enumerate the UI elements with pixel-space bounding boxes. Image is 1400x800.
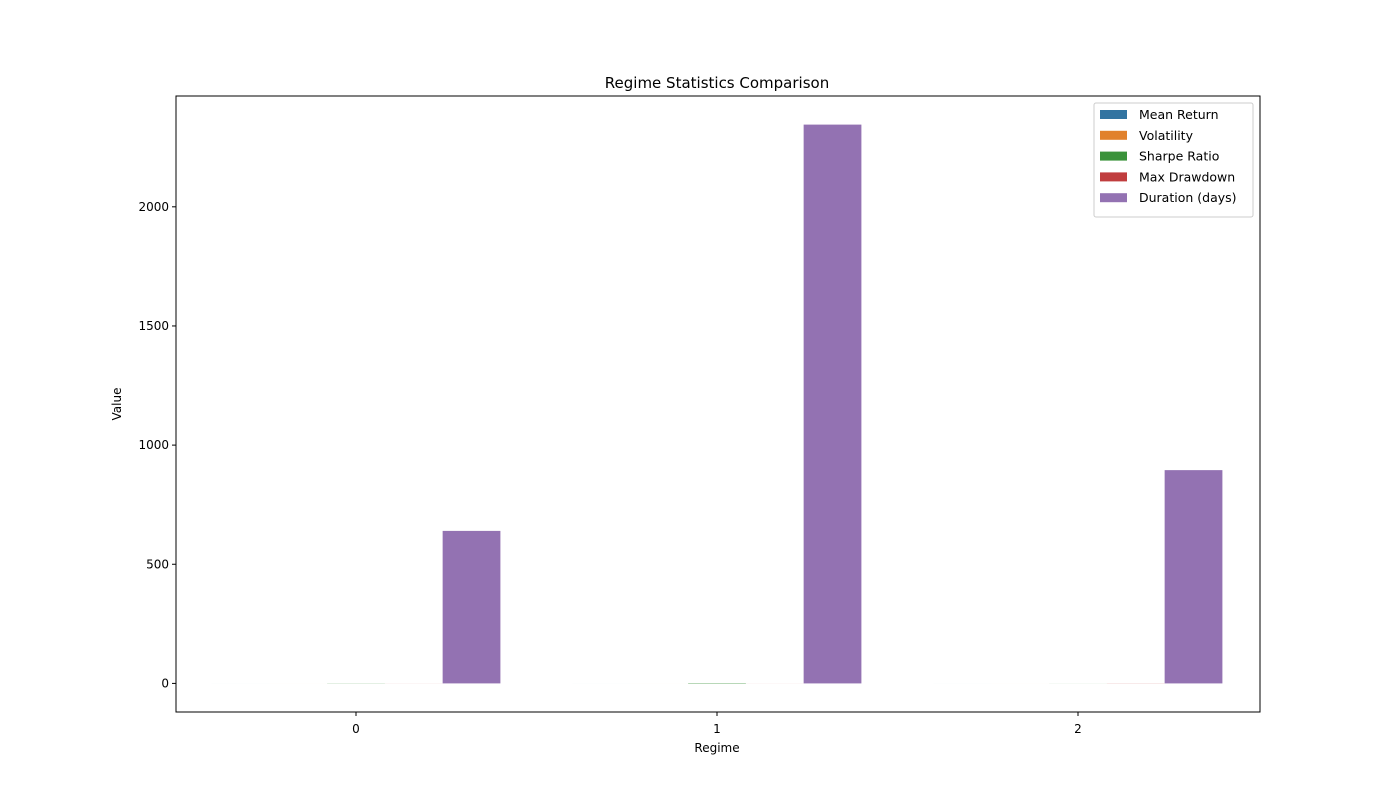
legend-swatch <box>1100 130 1127 140</box>
x-tick-label: 0 <box>352 722 360 736</box>
bar-duration-days-regime-0 <box>442 530 501 684</box>
x-axis-label: Regime <box>694 741 739 755</box>
x-tick-label: 2 <box>1074 722 1082 736</box>
y-tick-label: 0 <box>161 676 169 690</box>
x-axis-ticks: 0 1 2 <box>352 712 1082 736</box>
legend-box <box>1093 102 1254 218</box>
legend-swatch <box>1100 110 1127 119</box>
legend-label: Duration (days) <box>1139 190 1237 205</box>
legend-label: Sharpe Ratio <box>1139 149 1219 164</box>
y-axis-label: Value <box>110 388 124 421</box>
y-tick-label: 1000 <box>138 438 169 452</box>
x-tick-label: 1 <box>713 722 721 736</box>
legend-swatch <box>1100 193 1127 203</box>
bar-duration-days-regime-1 <box>803 124 862 684</box>
bar-duration-days-regime-2 <box>1164 470 1223 684</box>
y-tick-label: 1500 <box>138 319 169 333</box>
bars-layer <box>211 124 1223 684</box>
legend-label: Max Drawdown <box>1139 169 1235 184</box>
chart-title: Regime Statistics Comparison <box>605 74 829 92</box>
legend-swatch <box>1100 172 1127 182</box>
legend-label: Volatility <box>1139 128 1194 143</box>
legend-swatch <box>1100 151 1127 161</box>
y-tick-label: 500 <box>146 557 169 571</box>
y-tick-label: 2000 <box>138 200 169 214</box>
y-axis-ticks: 0 500 1000 1500 2000 <box>138 200 176 690</box>
plot-frame <box>175 95 1261 713</box>
legend-label: Mean Return <box>1139 107 1219 122</box>
legend: Mean Return Volatility Sharpe Ratio Max Dra… <box>1093 102 1254 218</box>
